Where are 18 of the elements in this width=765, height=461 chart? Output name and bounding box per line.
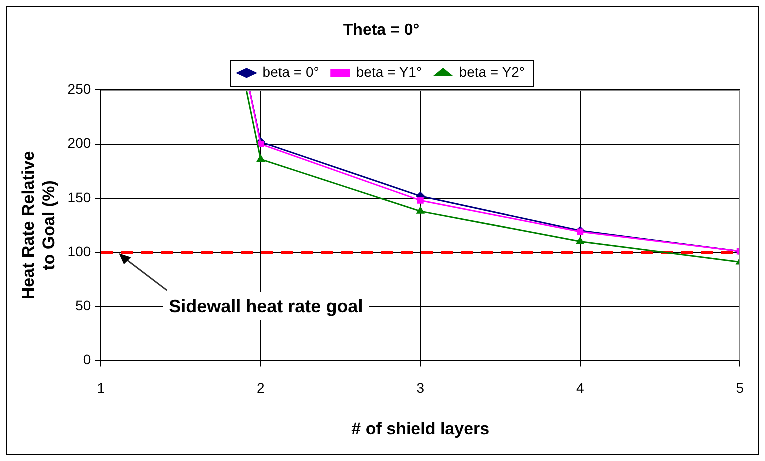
x-tick-label: 5 [736,380,744,396]
x-axis-title: # of shield layers [352,419,490,438]
x-tick-label: 3 [416,380,425,396]
legend-label: beta = Y1° [356,64,422,80]
x-tick-label: 2 [256,380,265,396]
y-tick-label: 200 [68,135,92,152]
y-tick-label: 250 [68,81,92,98]
y-tick-label: 0 [83,352,92,368]
chart-title: Theta = 0° [343,22,420,40]
x-tick-label: 1 [97,380,106,396]
y-tick-label: 100 [68,243,92,260]
x-tick-label: 4 [576,380,584,396]
y-tick-label: 150 [68,189,92,206]
y-tick-label: 50 [76,298,92,314]
y-axis-title: Heat Rate Relative to Goal (%) [18,151,58,300]
legend-label: beta = Y2° [459,64,525,80]
legend-label: beta = 0° [262,64,320,80]
annotation: Sidewall heat rate goal [169,296,364,317]
